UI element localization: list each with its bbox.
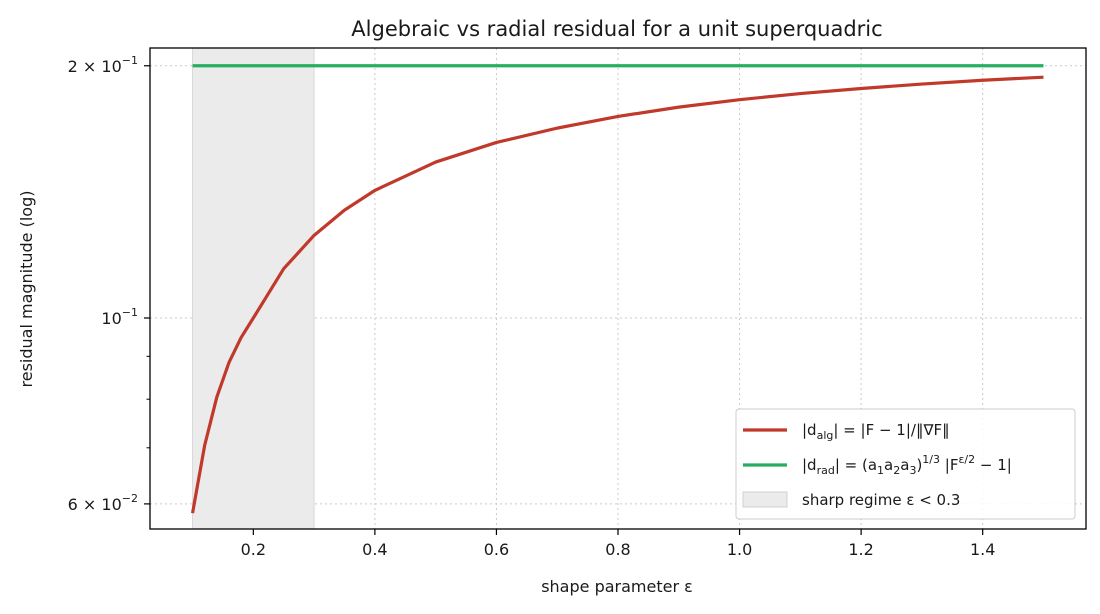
x-tick-label: 1.4 <box>970 540 995 559</box>
x-tick-label: 1.0 <box>727 540 752 559</box>
y-tick-label: 2 × 10−1 <box>68 54 138 76</box>
y-ticks: 6 × 10−2 10−1 2 × 10−1 <box>68 54 150 514</box>
legend-swatch-shade <box>742 491 788 508</box>
legend-label-alg: |dalg| = |F − 1|/‖∇F‖ <box>802 421 950 442</box>
y-tick-label: 10−1 <box>101 306 138 328</box>
x-tick-label: 1.2 <box>848 540 873 559</box>
series-line-alg <box>190 75 1044 514</box>
x-tick-label: 0.8 <box>605 540 630 559</box>
x-ticks: 0.2 0.4 0.6 0.8 1.0 1.2 1.4 <box>241 529 995 559</box>
legend-box <box>735 408 1076 520</box>
x-tick-label: 0.6 <box>484 540 509 559</box>
y-tick-label: 6 × 10−2 <box>68 492 138 514</box>
x-tick-label: 0.4 <box>362 540 387 559</box>
legend-label-shade: sharp regime ε < 0.3 <box>802 491 960 509</box>
x-axis-label: shape parameter ε <box>541 577 693 596</box>
chart-title: Algebraic vs radial residual for a unit … <box>351 17 882 41</box>
legend-label-rad: |drad| = (a1a2a3)1/3 |Fε/2 − 1| <box>802 453 1012 477</box>
sharp-regime-shade <box>192 47 315 530</box>
y-axis-label: residual magnitude (log) <box>17 191 36 388</box>
series-layer <box>190 64 1044 514</box>
x-tick-label: 0.2 <box>241 540 266 559</box>
legend: |dalg| = |F − 1|/‖∇F‖ |drad| = (a1a2a3)1… <box>735 408 1076 520</box>
